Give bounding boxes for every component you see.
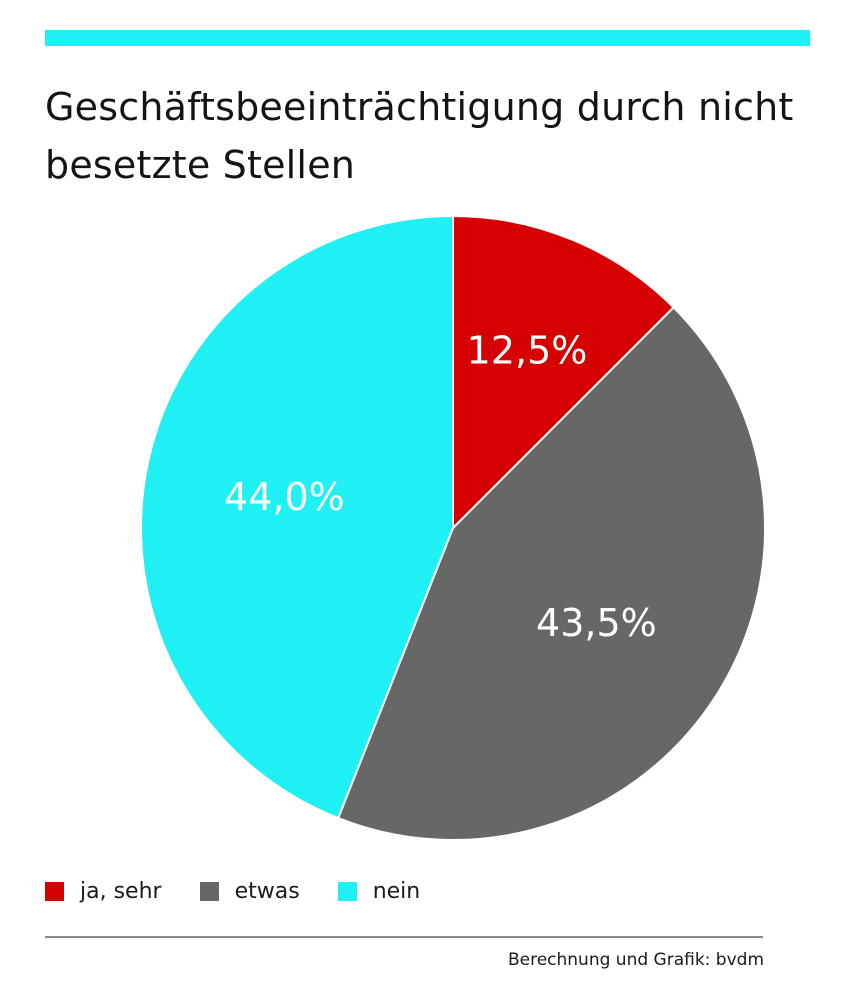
footer-divider xyxy=(45,936,763,938)
legend-label-nein: nein xyxy=(372,878,421,904)
top-accent-bar xyxy=(45,30,810,46)
legend-item-nein: nein xyxy=(337,878,421,904)
pie-slice-ja-sehr xyxy=(452,215,675,529)
legend: ja, sehr etwas nein xyxy=(45,876,458,906)
legend-item-etwas: etwas xyxy=(199,878,300,904)
legend-swatch-ja-sehr xyxy=(45,881,64,901)
data-label-nein: 44,0% xyxy=(224,475,345,519)
legend-label-ja-sehr: ja, sehr xyxy=(80,878,162,904)
source-note: Berechnung und Grafik: bvdm xyxy=(507,950,764,970)
chart-title: Geschäftsbeeinträchtigung durch nicht be… xyxy=(45,85,794,187)
data-label-etwas: 43,5% xyxy=(536,601,657,645)
legend-swatch-etwas xyxy=(199,881,219,901)
pie-slice-etwas xyxy=(337,306,766,841)
legend-label-etwas: etwas xyxy=(234,878,300,904)
pie-slice-nein xyxy=(140,215,454,820)
legend-item-ja-sehr: ja, sehr xyxy=(45,879,162,904)
legend-swatch-nein xyxy=(337,881,357,901)
pie-slices xyxy=(140,215,766,841)
pie-labels: 12,5% 43,5% 44,0% xyxy=(224,328,657,645)
data-label-ja-sehr: 12,5% xyxy=(467,328,588,372)
